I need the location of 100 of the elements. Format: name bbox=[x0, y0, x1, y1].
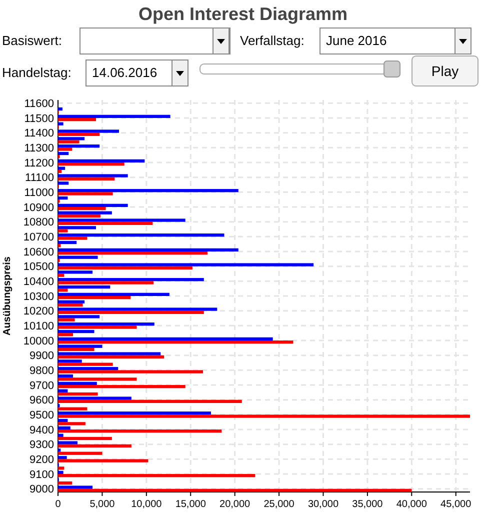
bar bbox=[58, 400, 242, 403]
bar bbox=[58, 166, 66, 170]
bar bbox=[58, 333, 74, 336]
bar bbox=[58, 389, 68, 392]
y-tick-label: 11200 bbox=[24, 157, 54, 170]
y-tick-label: 10700 bbox=[23, 232, 54, 244]
bar bbox=[58, 270, 92, 274]
x-tick-label: 30,000 bbox=[308, 499, 339, 510]
bar bbox=[58, 488, 412, 492]
bar bbox=[58, 418, 68, 422]
bar bbox=[58, 296, 130, 300]
bar bbox=[58, 474, 256, 478]
y-tick-label: 9300 bbox=[30, 439, 54, 452]
bar bbox=[58, 355, 164, 358]
bar bbox=[58, 426, 70, 430]
bar bbox=[58, 285, 110, 289]
bar bbox=[58, 137, 85, 140]
bar bbox=[58, 470, 64, 474]
bar bbox=[58, 456, 67, 460]
bar bbox=[58, 292, 170, 296]
y-tick-label: 10000 bbox=[23, 335, 54, 348]
y-tick-label: 9600 bbox=[30, 394, 54, 407]
text: Handelstag: bbox=[2, 65, 72, 80]
bar bbox=[58, 189, 238, 192]
bar bbox=[58, 144, 100, 148]
y-tick-label: 11300 bbox=[24, 142, 54, 155]
bar bbox=[58, 177, 115, 180]
y-tick-label: 9900 bbox=[30, 350, 54, 362]
x-tick-label: 25,000 bbox=[264, 499, 295, 510]
y-tick-label: 9400 bbox=[30, 424, 54, 436]
bar bbox=[58, 385, 186, 388]
y-tick-label: 9200 bbox=[30, 454, 54, 466]
bar bbox=[58, 256, 98, 259]
bar bbox=[58, 414, 470, 418]
bar bbox=[58, 300, 85, 304]
bar bbox=[58, 114, 170, 118]
bar bbox=[58, 407, 88, 410]
bar bbox=[58, 263, 314, 266]
y-tick-label: 11000 bbox=[24, 187, 54, 200]
bar bbox=[58, 326, 137, 329]
bar bbox=[58, 234, 224, 237]
bar bbox=[58, 422, 86, 426]
y-tick-label: 10300 bbox=[23, 290, 54, 303]
bar bbox=[58, 218, 186, 222]
bar bbox=[58, 452, 102, 455]
bar bbox=[58, 466, 64, 470]
text: Basiswert: bbox=[2, 33, 62, 48]
bar bbox=[58, 266, 192, 270]
bar bbox=[58, 162, 124, 166]
bar bbox=[58, 436, 112, 440]
bar bbox=[58, 206, 106, 210]
bar bbox=[58, 392, 98, 396]
bar bbox=[58, 340, 294, 344]
x-tick-label: 20,000 bbox=[220, 499, 251, 510]
bar bbox=[58, 308, 218, 311]
bar bbox=[58, 182, 69, 185]
bar bbox=[58, 337, 273, 341]
bar bbox=[58, 132, 100, 136]
bar bbox=[58, 244, 61, 248]
bar bbox=[58, 196, 68, 200]
y-tick-label: 9700 bbox=[30, 380, 54, 392]
bar bbox=[58, 481, 72, 485]
y-tick-label: 11100 bbox=[25, 172, 54, 184]
bar bbox=[58, 148, 72, 151]
y-axis-title: Ausübungspreis bbox=[2, 256, 13, 336]
bar bbox=[58, 118, 96, 122]
bar bbox=[58, 192, 113, 196]
y-tick-label: 10600 bbox=[23, 246, 54, 258]
x-tick-label: 0 bbox=[55, 499, 62, 510]
y-tick-label: 9000 bbox=[30, 484, 54, 496]
y-tick-label: 9500 bbox=[30, 410, 54, 422]
bar bbox=[58, 204, 128, 207]
bar bbox=[58, 352, 161, 356]
bar bbox=[58, 318, 75, 322]
bar bbox=[58, 159, 145, 162]
bar bbox=[58, 448, 61, 452]
x-tick-label: 15,000 bbox=[175, 499, 206, 510]
text: 14.06.2016 bbox=[92, 65, 158, 80]
bar bbox=[58, 122, 64, 126]
text: June 2016 bbox=[326, 33, 387, 48]
bar bbox=[58, 378, 137, 381]
x-tick-label: 5,000 bbox=[90, 499, 116, 510]
bar bbox=[58, 444, 132, 448]
bar bbox=[58, 222, 153, 225]
bar bbox=[58, 152, 69, 156]
bar bbox=[58, 174, 128, 178]
bar bbox=[58, 344, 102, 348]
y-tick-label: 10100 bbox=[23, 320, 54, 333]
bar bbox=[58, 214, 100, 218]
bar bbox=[58, 430, 222, 433]
x-tick-label: 40,000 bbox=[396, 499, 428, 510]
bar bbox=[58, 240, 77, 244]
bar bbox=[58, 486, 92, 489]
bar bbox=[58, 226, 96, 230]
bar bbox=[58, 274, 64, 277]
y-tick-label: 11500 bbox=[24, 112, 54, 125]
bar bbox=[58, 362, 113, 366]
bar bbox=[58, 322, 154, 326]
bar bbox=[58, 130, 120, 133]
y-tick-label: 11400 bbox=[24, 128, 54, 140]
